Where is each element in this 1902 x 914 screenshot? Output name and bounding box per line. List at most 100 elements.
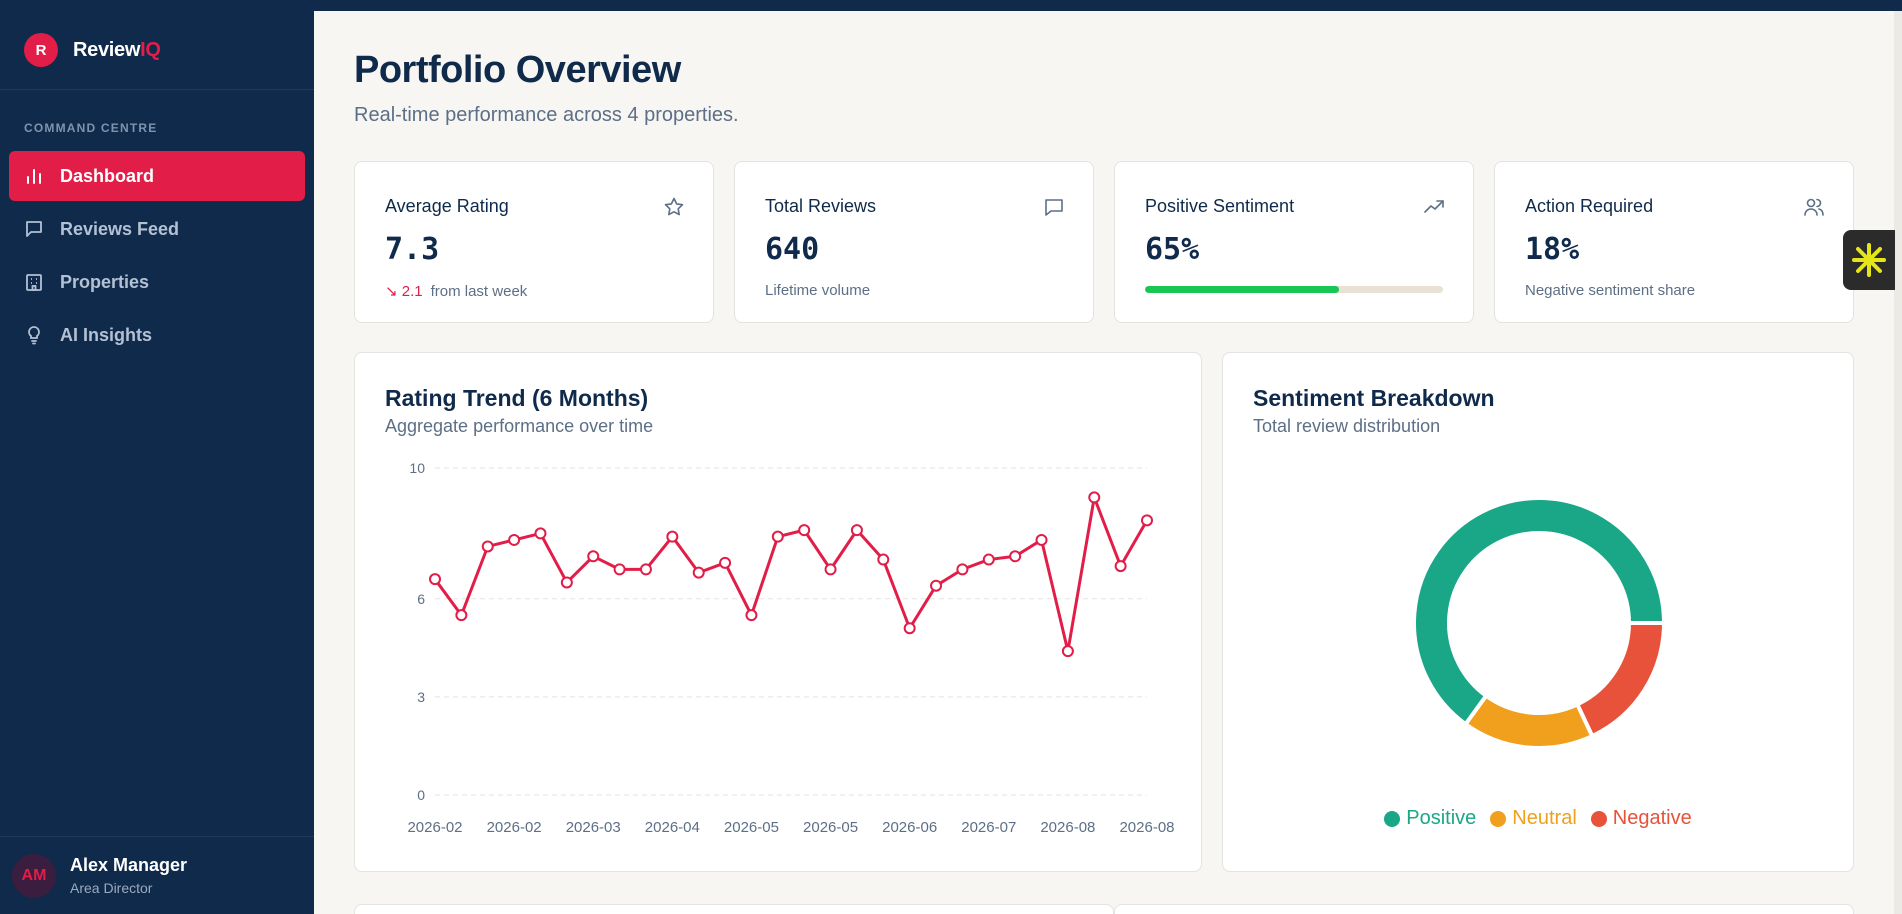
data-point[interactable] [1088, 491, 1101, 504]
data-point[interactable] [745, 609, 758, 622]
rating-trend-chart: 0 3 6 10 2026-02 2026-02 2026-03 2026-04 2026-05… [407, 460, 1174, 836]
data-point[interactable] [639, 563, 652, 576]
sidebar-item-properties[interactable]: Properties [9, 257, 305, 307]
stat-title: Action Required [1525, 196, 1654, 216]
panel-title: Sentiment Breakdown [1253, 385, 1495, 411]
data-point[interactable] [534, 527, 547, 540]
data-point[interactable] [1009, 550, 1022, 563]
sparkle-icon [1852, 243, 1886, 277]
sidebar-item-reviews-feed[interactable]: Reviews Feed [9, 204, 305, 254]
brand[interactable]: R ReviewIQ [0, 11, 314, 90]
user-role: Area Director [70, 880, 153, 896]
data-point[interactable] [903, 622, 916, 635]
legend-item-positive[interactable]: Positive [1384, 807, 1476, 830]
data-point[interactable] [850, 524, 863, 537]
data-point[interactable] [1141, 514, 1153, 527]
top-strip [0, 0, 1902, 11]
data-point[interactable] [666, 530, 679, 543]
legend-swatch [1590, 810, 1607, 827]
page-subtitle: Real-time performance across 4 propertie… [354, 104, 739, 126]
stat-value: 65% [1145, 232, 1200, 267]
data-point[interactable] [1061, 645, 1074, 658]
delta-text: from last week [430, 283, 528, 300]
panel-subtitle: Aggregate performance over time [385, 416, 654, 436]
stat-card-positive-sentiment: Positive Sentiment 65% [1114, 161, 1474, 323]
stat-card-total-reviews: Total Reviews 640 Lifetime volume [734, 161, 1094, 323]
sentiment-breakdown-panel: Sentiment Breakdown Total review distrib… [1222, 352, 1854, 872]
data-point[interactable] [982, 553, 995, 566]
sentiment-donut-chart [1412, 496, 1667, 750]
nav-section-label: COMMAND CENTRE [24, 121, 158, 135]
data-point[interactable] [956, 563, 969, 576]
stat-card-action-required: Action Required 18% Negative sentiment s… [1494, 161, 1854, 323]
sidebar-item-label: Dashboard [60, 165, 155, 186]
sidebar-item-label: AI Insights [60, 324, 153, 345]
legend-label: Neutral [1512, 807, 1577, 829]
x-tick-label: 2026-07 [961, 819, 1016, 836]
legend-item-neutral[interactable]: Neutral [1490, 807, 1577, 830]
data-point[interactable] [719, 556, 732, 569]
chart-legend: Positive Neutral Negative [1223, 807, 1853, 830]
x-tick-label: 2026-02 [487, 819, 542, 836]
data-point[interactable] [508, 533, 521, 546]
bar-chart-icon [23, 165, 45, 187]
data-point[interactable] [455, 609, 468, 622]
bottom-card-left [354, 904, 1114, 914]
stat-sub: Lifetime volume [765, 282, 871, 299]
brand-name: ReviewIQ [73, 39, 161, 62]
scrollbar[interactable] [1894, 11, 1902, 914]
brand-name-accent: IQ [140, 38, 161, 61]
data-point[interactable] [930, 579, 943, 592]
sentiment-progress-bar [1145, 286, 1443, 293]
brand-logo: R [24, 33, 58, 67]
data-point[interactable] [824, 563, 837, 576]
x-tick-label: 2026-04 [645, 819, 700, 836]
data-point[interactable] [481, 540, 494, 553]
user-profile[interactable]: AM Alex Manager Area Director [0, 836, 314, 914]
bottom-card-right [1114, 904, 1854, 914]
lightbulb-icon [23, 324, 45, 346]
panel-subtitle: Total review distribution [1253, 416, 1441, 436]
avatar: AM [12, 853, 56, 898]
sidebar-item-ai-insights[interactable]: AI Insights [9, 310, 305, 360]
pie-slice-neutral[interactable] [1462, 693, 1595, 750]
assistant-widget-button[interactable] [1843, 230, 1895, 290]
x-tick-label: 2026-05 [803, 819, 858, 836]
panel-title: Rating Trend (6 Months) [385, 385, 649, 411]
delta-value: ↘ 2.1 [385, 283, 423, 300]
data-point[interactable] [1114, 560, 1127, 573]
x-tick-label: 2026-06 [882, 819, 937, 836]
data-point[interactable] [771, 530, 784, 543]
x-tick-label: 2026-02 [407, 819, 462, 836]
stat-value: 18% [1525, 232, 1580, 267]
legend-swatch [1490, 810, 1507, 827]
y-tick-label: 10 [409, 460, 425, 476]
data-point[interactable] [1035, 533, 1048, 546]
y-tick-label: 0 [417, 787, 425, 803]
stat-title: Average Rating [385, 196, 509, 216]
x-tick-label: 2026-03 [566, 819, 621, 836]
sidebar-nav: Dashboard Reviews Feed Properties AI Ins… [0, 151, 314, 360]
data-point[interactable] [560, 576, 573, 589]
data-point[interactable] [613, 563, 626, 576]
x-tick-label: 2026-08 [1040, 819, 1095, 836]
data-point[interactable] [429, 573, 441, 586]
page-title: Portfolio Overview [354, 49, 681, 91]
building-icon [23, 271, 45, 293]
main-content: Portfolio Overview Real-time performance… [314, 11, 1902, 914]
legend-label: Negative [1612, 807, 1692, 829]
pie-slice-positive[interactable] [1412, 496, 1667, 727]
data-point[interactable] [587, 550, 600, 563]
message-icon [23, 218, 45, 240]
data-point[interactable] [877, 553, 890, 566]
data-point[interactable] [692, 566, 705, 579]
data-point[interactable] [798, 524, 811, 537]
stat-value: 7.3 [385, 232, 440, 267]
pie-slice-negative[interactable] [1574, 621, 1667, 739]
sidebar-item-dashboard[interactable]: Dashboard [9, 151, 305, 201]
legend-item-negative[interactable]: Negative [1590, 807, 1692, 830]
sidebar: R ReviewIQ COMMAND CENTRE Dashboard Revi… [0, 11, 314, 914]
stat-title: Total Reviews [765, 196, 877, 216]
series-line [433, 495, 1149, 653]
trending-up-icon [1424, 200, 1444, 213]
